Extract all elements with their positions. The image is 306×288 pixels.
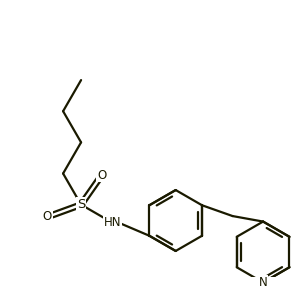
Text: O: O xyxy=(43,211,52,223)
Text: S: S xyxy=(77,198,85,211)
Text: N: N xyxy=(259,276,267,288)
Text: HN: HN xyxy=(103,216,121,229)
Text: O: O xyxy=(97,169,106,182)
